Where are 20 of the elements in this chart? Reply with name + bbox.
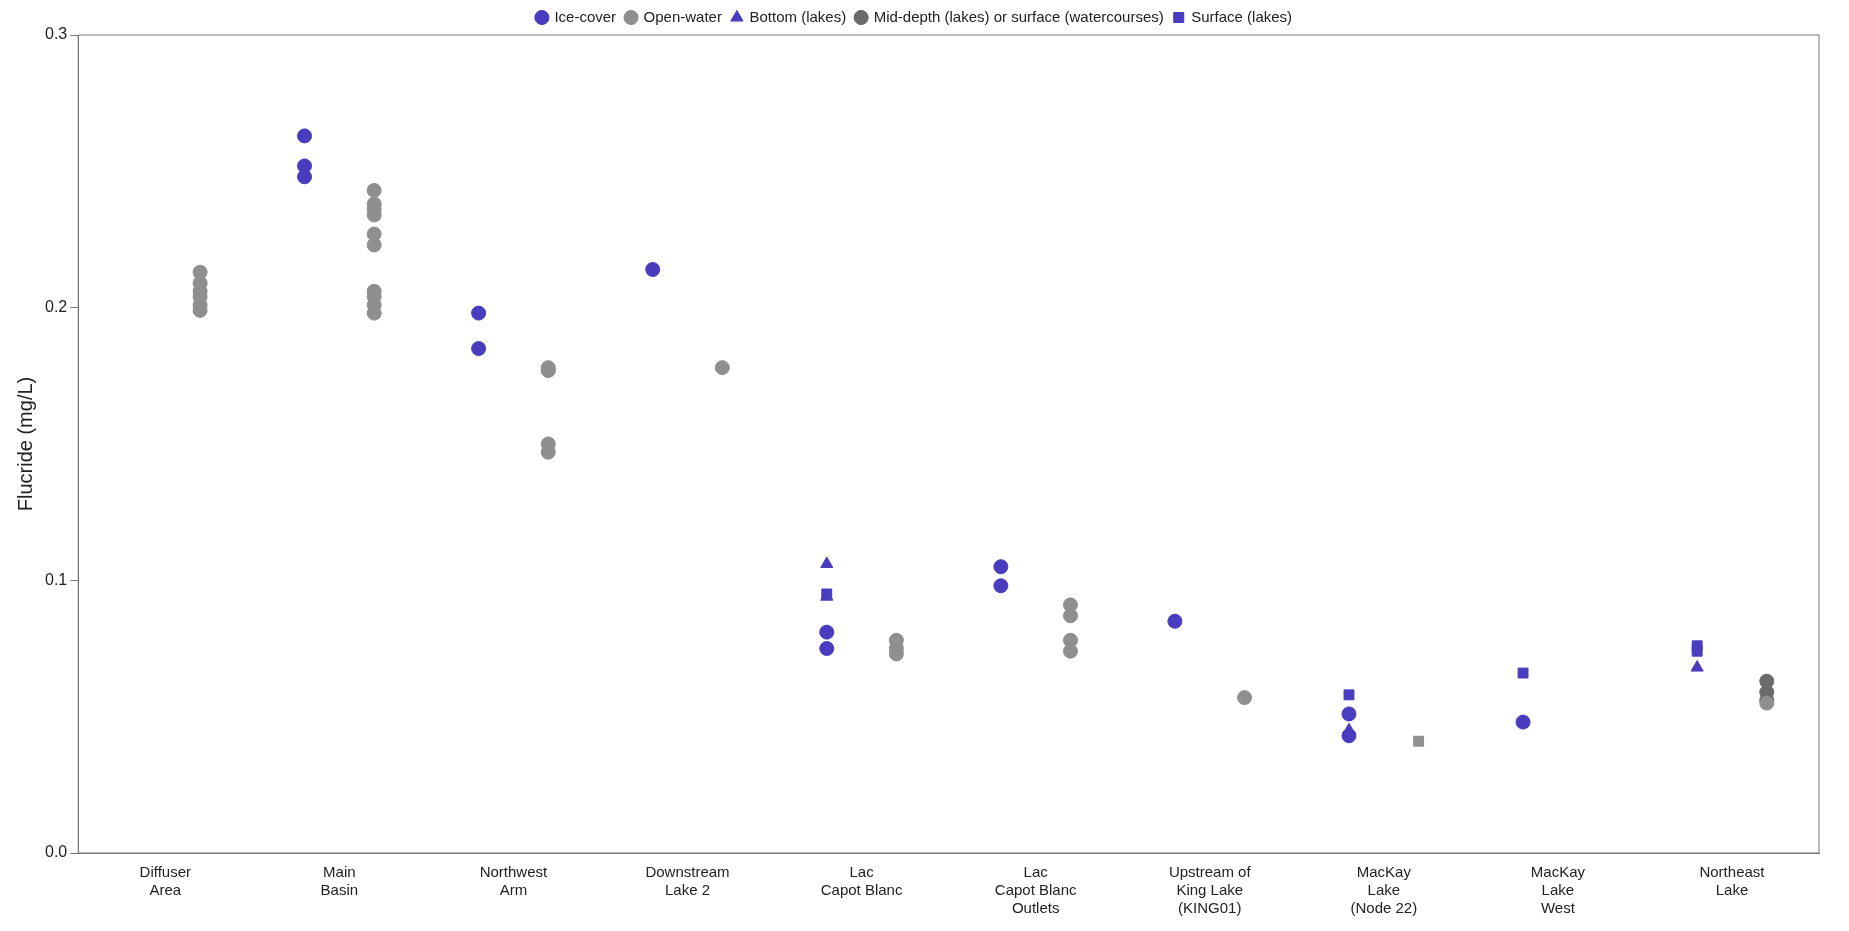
x-tick-label: Diffuser Area [139,863,191,899]
y-tick-label: 0.1 [44,570,68,588]
x-tick-label: MacKay Lake West [1530,863,1586,917]
x-tick-label: MacKay Lake (Node 22) [1350,863,1418,917]
x-tick-label: Northwest Arm [479,863,549,899]
x-tick-label: Upstream of King Lake (KING01) [1168,863,1252,917]
y-tick-label: 0.0 [44,843,68,861]
legend-label: Mid-depth (lakes) or surface (watercourses) [873,7,1164,25]
y-axis-title: Flucride (mg/L) [13,376,36,512]
y-tick-label: 0.3 [44,25,68,43]
legend-label: Open-water [643,7,722,25]
legend-label: Surface (lakes) [1191,7,1293,25]
x-tick-label: Lac Capot Blanc Outlets [994,863,1078,917]
x-tick-label: Main Basin [320,863,359,899]
legend-label: Bottom (lakes) [749,7,847,25]
x-tick-label: Northeast Lake [1699,863,1766,899]
legend-label: Ice-cover [554,7,617,25]
x-tick-label: Downstream Lake 2 [645,863,730,899]
x-tick-label: Lac Capot Blanc [820,863,903,899]
y-tick-label: 0.2 [44,298,68,316]
